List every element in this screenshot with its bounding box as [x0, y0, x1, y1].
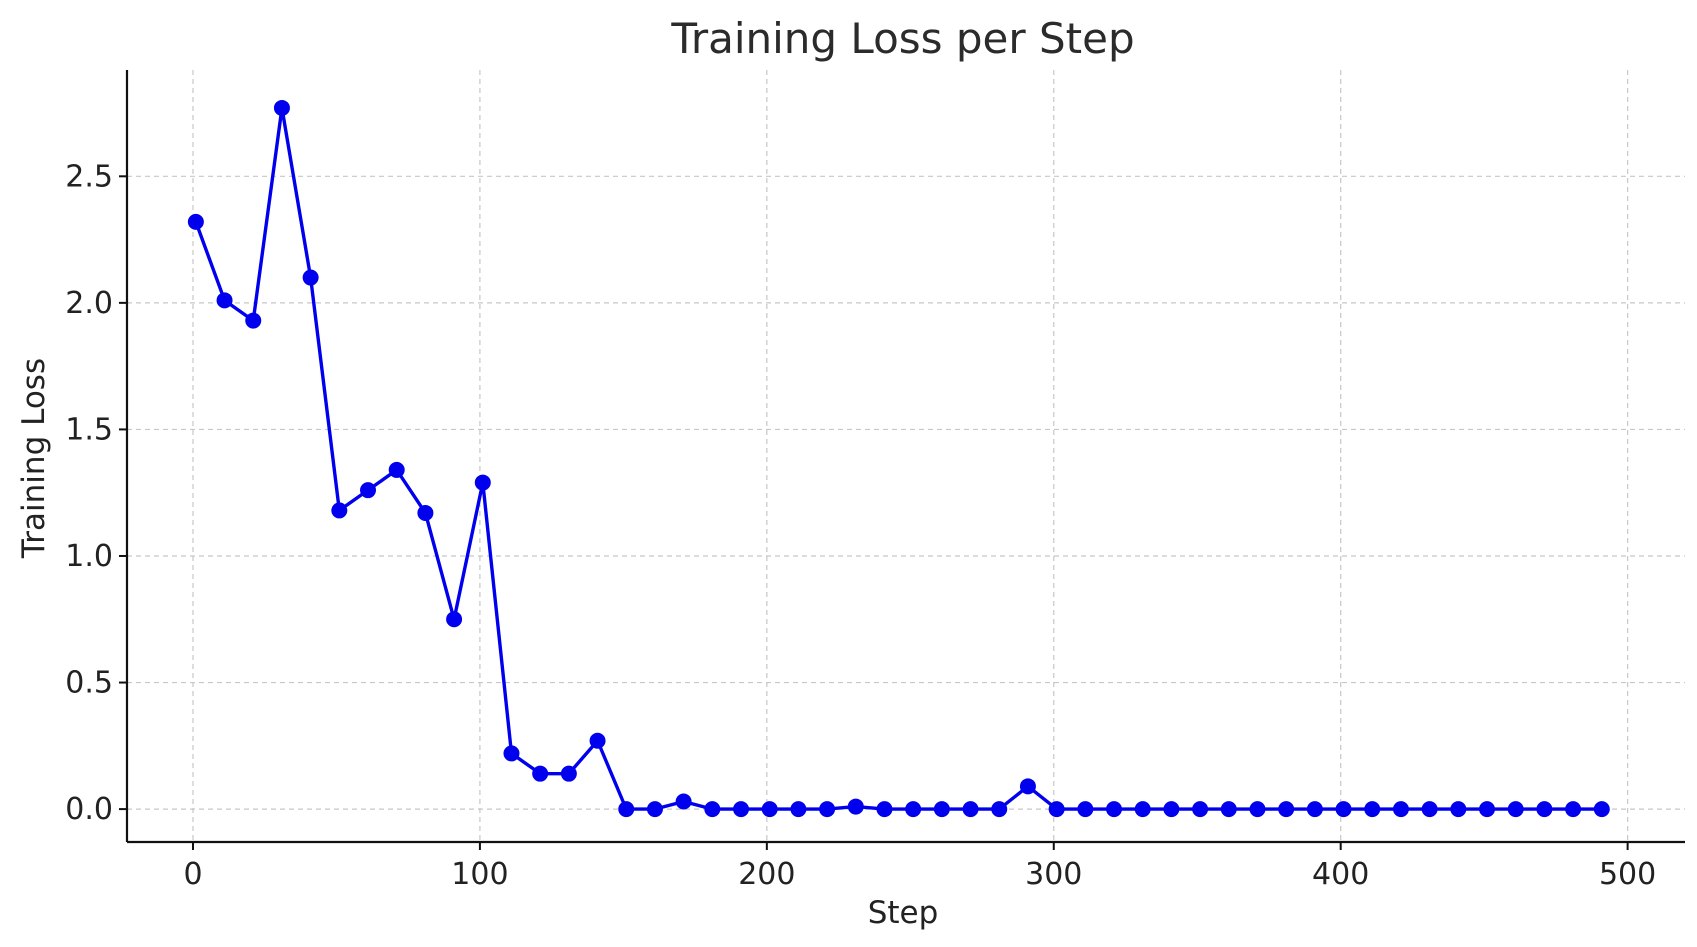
data-point	[474, 474, 491, 491]
data-point	[503, 745, 520, 762]
data-point	[1192, 801, 1209, 818]
data-point	[704, 801, 721, 818]
data-point	[532, 765, 549, 782]
data-point	[1220, 801, 1237, 818]
data-point	[1479, 801, 1496, 818]
x-tick-label: 400	[1312, 857, 1369, 892]
data-point	[847, 798, 864, 815]
data-point	[618, 801, 635, 818]
data-point	[905, 801, 922, 818]
data-point	[1421, 801, 1438, 818]
series-layer	[187, 99, 1610, 818]
data-point	[1364, 801, 1381, 818]
x-tick-label: 100	[451, 857, 508, 892]
data-point	[1507, 801, 1524, 818]
data-point	[216, 292, 233, 309]
data-point	[1019, 778, 1036, 795]
data-point	[991, 801, 1008, 818]
data-point	[446, 611, 463, 628]
data-point	[962, 801, 979, 818]
data-point	[733, 801, 750, 818]
data-point	[646, 801, 663, 818]
data-point	[1106, 801, 1123, 818]
x-tick-label: 200	[738, 857, 795, 892]
data-point	[331, 502, 348, 519]
x-tick-label: 0	[183, 857, 202, 892]
x-tick-label: 300	[1025, 857, 1082, 892]
data-point	[1278, 801, 1295, 818]
axes	[125, 70, 1685, 844]
data-point	[1335, 801, 1352, 818]
data-point	[589, 732, 606, 749]
data-point	[1392, 801, 1409, 818]
x-axis-label: Step	[868, 895, 939, 931]
data-point	[1048, 801, 1065, 818]
y-tick-label: 1.0	[65, 539, 113, 574]
data-point	[1077, 801, 1094, 818]
data-point	[388, 461, 405, 478]
data-point	[761, 801, 778, 818]
data-point	[1306, 801, 1323, 818]
data-point	[1593, 801, 1610, 818]
data-point	[302, 269, 319, 286]
grid	[127, 70, 1685, 842]
data-point	[675, 793, 692, 810]
y-axis-label: Training Loss	[16, 358, 52, 559]
y-tick-label: 0.0	[65, 792, 113, 827]
data-point	[417, 504, 434, 521]
data-point	[187, 213, 204, 230]
data-point	[245, 312, 262, 329]
data-point	[1536, 801, 1553, 818]
series-line	[194, 106, 1604, 811]
data-point	[1134, 801, 1151, 818]
data-point	[1565, 801, 1582, 818]
data-point	[273, 99, 290, 116]
data-point	[876, 801, 893, 818]
x-tick-label: 500	[1599, 857, 1656, 892]
y-tick-label: 0.5	[65, 666, 113, 701]
data-point	[790, 801, 807, 818]
data-point	[819, 801, 836, 818]
data-point	[1163, 801, 1180, 818]
chart-title: Training Loss per Step	[670, 14, 1134, 63]
y-tick-label: 2.5	[65, 159, 113, 194]
y-tick-label: 1.5	[65, 412, 113, 447]
ticks: 0 100 200 300 400 500 0.0 0.5 1.0 1.5 2.0 2.5	[65, 159, 1656, 892]
data-point	[1450, 801, 1467, 818]
data-point	[560, 765, 577, 782]
data-point	[360, 482, 377, 499]
y-tick-label: 2.0	[65, 286, 113, 321]
data-point	[933, 801, 950, 818]
data-point	[1249, 801, 1266, 818]
